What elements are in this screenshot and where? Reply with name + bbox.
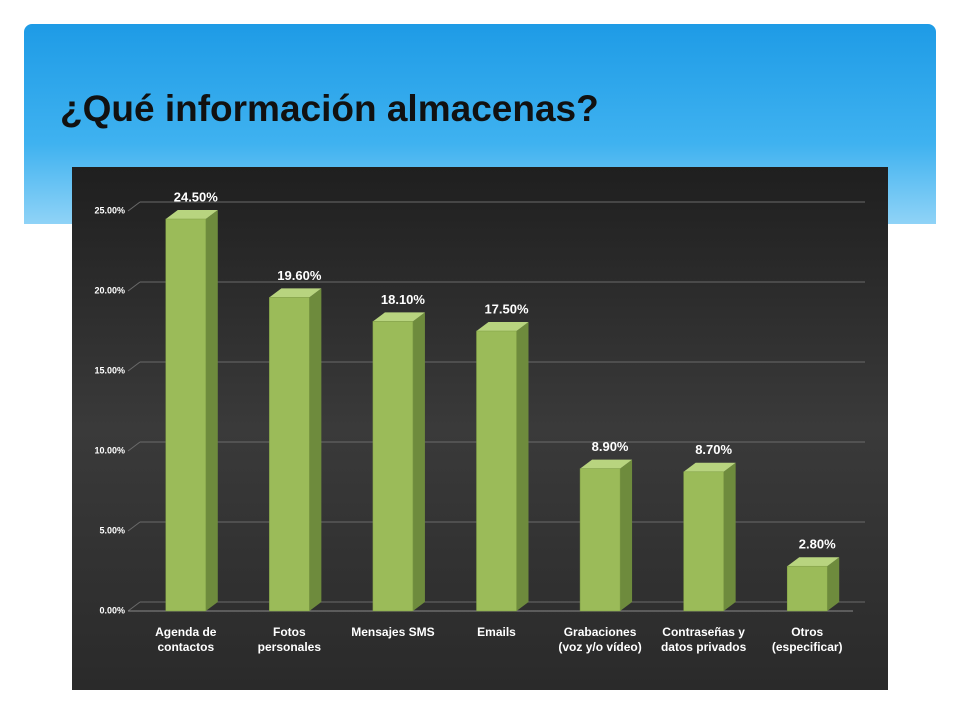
value-label: 19.60% xyxy=(277,268,322,283)
bar-top xyxy=(372,312,425,322)
bar xyxy=(269,297,310,612)
grid-line-wall xyxy=(127,441,141,452)
y-tick-label: 5.00% xyxy=(99,525,125,535)
bar-side xyxy=(723,462,736,611)
y-tick-label: 0.00% xyxy=(99,605,125,615)
bar-side xyxy=(827,557,840,611)
bar xyxy=(476,330,517,612)
bar-side xyxy=(516,322,529,611)
bar xyxy=(165,218,207,612)
y-tick-label: 10.00% xyxy=(94,445,125,455)
x-tick-label: Contraseñas y datos privados xyxy=(660,625,747,654)
x-tick-label: Grabaciones (voz y/o vídeo) xyxy=(558,625,642,654)
bar xyxy=(786,565,828,612)
bar xyxy=(683,471,724,612)
x-tick-label: Otros (especificar) xyxy=(771,625,843,654)
y-tick-label: 15.00% xyxy=(94,365,125,375)
bar-top xyxy=(787,557,840,567)
value-label: 17.50% xyxy=(484,301,529,316)
x-tick-label: Emails xyxy=(477,625,516,639)
x-tick-label: Agenda de contactos xyxy=(155,625,217,654)
bar-top xyxy=(476,322,529,331)
grid-line-wall xyxy=(127,521,141,532)
bar-side xyxy=(205,210,218,611)
bar xyxy=(579,468,621,612)
x-tick-label: Fotos personales xyxy=(257,625,322,654)
bar-side xyxy=(412,312,425,611)
value-label: 2.80% xyxy=(799,537,836,552)
slide-title: ¿Qué información almacenas? xyxy=(60,88,599,129)
bar-top xyxy=(269,288,322,298)
x-tick-label: Mensajes SMS xyxy=(351,625,435,639)
grid-line-wall xyxy=(127,281,141,292)
bar-top xyxy=(580,459,633,469)
value-label: 8.70% xyxy=(695,442,732,457)
bar-side xyxy=(309,288,322,611)
y-tick-label: 25.00% xyxy=(94,205,125,215)
y-tick-label: 20.00% xyxy=(94,285,125,295)
bar-side xyxy=(620,459,633,611)
grid-line-wall xyxy=(127,201,141,212)
grid-line-wall xyxy=(127,601,141,612)
bar-top xyxy=(683,462,736,472)
bar-top xyxy=(165,210,218,219)
value-label: 24.50% xyxy=(174,189,219,204)
grid-line-wall xyxy=(127,361,141,372)
value-label: 18.10% xyxy=(381,292,426,307)
value-label: 8.90% xyxy=(592,439,629,454)
bar xyxy=(372,321,414,612)
